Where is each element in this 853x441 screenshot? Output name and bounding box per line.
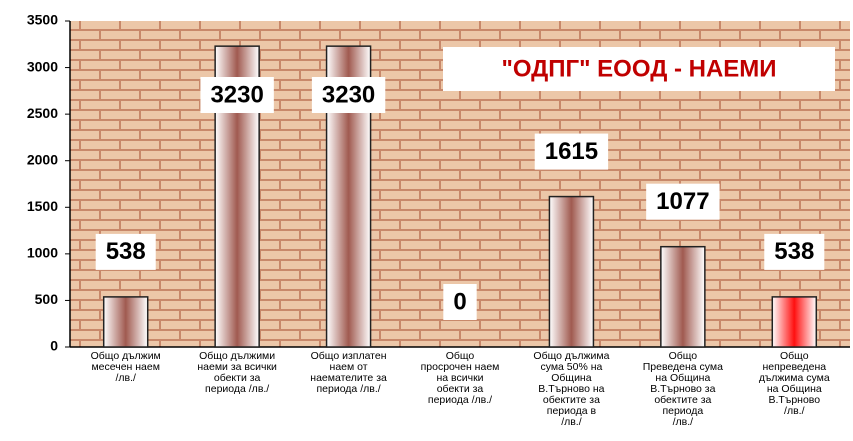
x-tick-label: Общо просрочен наем на всички обекти за пери… [421, 350, 500, 406]
value-label-box [311, 77, 386, 113]
y-tick-label: 2000 [27, 151, 58, 167]
value-label-box [95, 233, 156, 270]
y-tick-label: 1500 [27, 198, 58, 214]
value-label: 538 [106, 238, 146, 265]
value-label-box [646, 183, 720, 220]
x-tick-label: Общо дължим месечен наем/лв./ [91, 350, 161, 384]
x-tick-label: Общо Преведена сума на Община В.Търново за о… [643, 350, 723, 428]
value-label-box [534, 133, 609, 170]
value-label-box [443, 284, 477, 320]
x-tick-label: Общо дължима сума 50% на Община В.Търново н… [533, 350, 609, 428]
title-box [443, 47, 835, 91]
y-tick-label: 3000 [27, 58, 58, 74]
value-label: 3230 [210, 81, 263, 108]
y-tick-label: 3500 [27, 12, 58, 28]
y-tick-label: 500 [35, 291, 59, 307]
y-tick-label: 2500 [27, 105, 58, 121]
value-label: 1615 [545, 138, 598, 165]
bar [660, 245, 706, 348]
value-label-box [764, 233, 825, 270]
chart-title: "ОДПГ" ЕООД - НАЕМИ [501, 55, 776, 82]
x-tick-label: Общо непреведена дължима сума на Община В.Тъ… [759, 350, 830, 417]
value-label-box [200, 77, 274, 113]
x-tick-label: Общо изплатен наем от наемателите за период… [310, 350, 387, 395]
bar [548, 195, 595, 348]
value-label: 3230 [322, 81, 375, 108]
value-label: 538 [774, 238, 814, 265]
bar [102, 296, 149, 348]
x-tick-label: Общо дължими наеми за всички обекти за пери… [197, 350, 277, 395]
y-tick-label: 0 [50, 338, 58, 354]
bar [771, 296, 818, 348]
y-tick-label: 1000 [27, 245, 58, 261]
value-label: 1077 [656, 188, 709, 215]
value-label: 0 [453, 288, 466, 315]
